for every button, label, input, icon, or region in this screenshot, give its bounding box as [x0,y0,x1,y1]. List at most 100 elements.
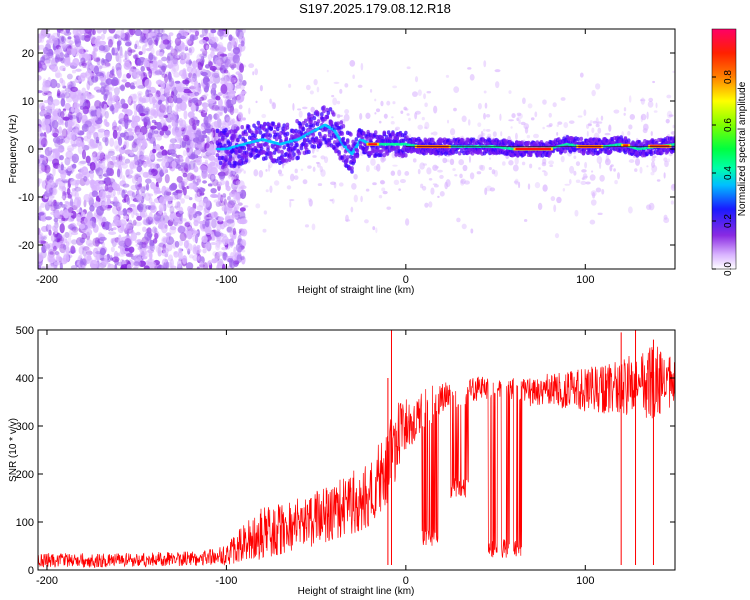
spectrogram-noise-blob [483,60,487,68]
spectrogram-ridge-outer [289,141,294,147]
spectrogram-noise-blob [255,203,261,209]
spectrogram-noise-blob [111,256,120,263]
spectrogram-noise-blob [239,84,245,90]
spectrogram-noise-blob [477,122,482,128]
spectrogram-noise-blob [132,93,138,103]
spectrogram-noise-blob [88,141,96,150]
spectrogram-noise-blob [374,98,377,102]
spectrogram-noise-blob [116,154,121,162]
spectrogram-noise-blob [459,173,463,179]
spectrogram-noise-blob [152,164,158,170]
spectrogram-noise-blob [305,84,311,91]
spectrogram-ridge-outer [301,126,306,132]
spectrogram-noise-blob [161,149,168,157]
spectrogram-noise-blob [196,244,201,249]
spectrogram-noise-blob [655,102,658,109]
spectrogram-noise-blob [41,84,48,94]
spectrogram-noise-blob [608,124,612,132]
spectrogram-noise-blob [196,135,204,145]
spectrogram-noise-blob [103,93,108,101]
spectrogram-noise-blob [167,254,174,262]
spectrogram-noise-blob [120,84,126,92]
spectrogram-noise-blob [126,222,134,231]
spectrogram-noise-blob [146,159,152,165]
spectrogram-noise-blob [112,190,116,197]
spectrogram-noise-blob [122,183,130,188]
spectrogram-noise-blob [430,187,435,195]
spectrogram-noise-blob [445,179,451,188]
spectrogram-noise-blob [63,135,67,141]
spectrogram-ridge-outer [344,159,349,164]
spectrogram-noise-blob [109,223,113,229]
spectrogram-noise-blob [144,78,152,89]
spectrogram-noise-blob [192,60,197,69]
spectrogram-noise-blob [360,195,363,203]
spectrogram-noise-blob [173,219,180,227]
spectrogram-noise-blob [568,120,575,124]
spectrogram-noise-blob [38,170,42,175]
spectrogram-ridge-outer [230,137,235,143]
spectrogram-noise-blob [121,189,126,199]
spectrogram-noise-blob [60,110,65,119]
spectrogram-noise-blob [623,107,627,112]
spectrogram-noise-blob [117,125,122,132]
spectrogram-noise-blob [200,70,204,75]
spectrogram-noise-blob [62,254,70,263]
spectrogram-noise-blob [49,78,58,89]
spectrogram-noise-blob [40,202,46,208]
spectrogram-noise-blob [167,71,172,81]
spectrogram-noise-blob [439,174,444,179]
spectrogram-noise-blob [167,95,175,104]
spectrogram-noise-blob [144,106,151,116]
spectrogram-noise-blob [38,62,43,73]
spectrogram-noise-blob [76,112,83,122]
spectrogram-noise-blob [87,53,92,63]
spectrogram-noise-blob [38,148,42,154]
spectrogram-noise-blob [672,124,675,129]
spectrogram-noise-blob [209,148,215,151]
spectrogram-ridge-outer [280,149,284,155]
spectrogram-noise-blob [253,169,259,177]
spectrogram-noise-blob [212,251,218,257]
spectrogram-noise-blob [110,246,115,253]
spectrogram-noise-blob [202,197,211,208]
spectrogram-noise-blob [592,192,596,199]
spectrogram-noise-blob [470,228,474,234]
spectrogram-noise-blob [343,113,350,122]
spectrogram-noise-blob [108,231,117,235]
spectrogram-noise-blob [560,97,566,101]
spectrogram-noise-blob [663,214,668,220]
spectrogram-noise-blob [242,117,246,121]
spectrogram-noise-blob [154,232,159,240]
spectrogram-noise-blob [378,194,383,199]
spectrogram-ridge-outer [268,133,272,138]
spectrogram-noise-blob [154,59,158,65]
spectrogram-noise-blob [350,206,354,213]
spectrogram-noise-blob [76,92,82,101]
spectrogram-noise-blob [70,265,78,269]
spectrogram-noise-blob [100,33,106,41]
spectrogram-noise-blob [670,200,674,205]
spectrogram-noise-blob [336,114,341,119]
spectrogram-noise-blob [131,141,137,149]
spectrogram-ridge-outer [355,154,360,159]
spectrogram-noise-blob [230,41,238,49]
spectrogram-noise-blob [485,114,491,118]
spectrogram-noise-blob [461,115,467,123]
spectrogram-noise-blob [198,109,206,113]
spectrogram-noise-blob [154,69,163,75]
spectrogram-noise-blob [581,177,585,181]
spectrogram-noise-blob [134,29,143,37]
spectrogram-noise-blob [357,84,363,88]
spectrogram-noise-blob [178,137,184,142]
spectrogram-noise-blob [50,198,55,206]
spectrogram-noise-blob [311,223,316,231]
spectrogram-noise-blob [489,187,496,192]
spectrogram-noise-blob [462,164,468,172]
spectrogram-ridge-outer [304,122,309,128]
spectrogram-noise-blob [417,168,421,175]
spectrogram-ridge-outer [215,128,220,134]
spectrogram-noise-blob [667,158,671,163]
spectrogram-noise-blob [78,224,86,230]
spectrogram-noise-blob [312,166,316,172]
